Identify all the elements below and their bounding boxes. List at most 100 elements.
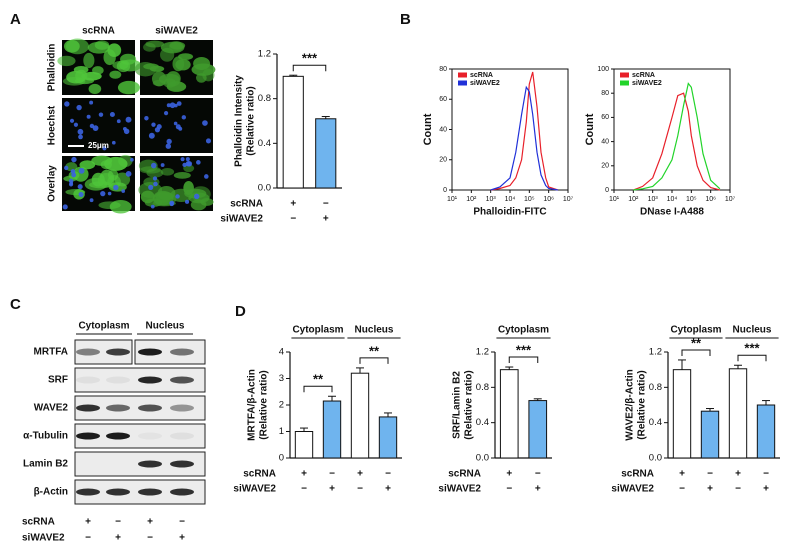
nucleus xyxy=(154,127,161,133)
band xyxy=(106,404,130,412)
condition-sign: − xyxy=(763,469,769,480)
condition-sign: + xyxy=(85,517,91,528)
panel-letter: C xyxy=(10,296,21,313)
band xyxy=(138,376,162,384)
panel-letter: A xyxy=(10,11,21,28)
cell xyxy=(88,83,102,95)
cell xyxy=(66,70,86,84)
series-line xyxy=(633,82,721,191)
x-tick-label: 10⁶ xyxy=(705,196,716,203)
nucleus xyxy=(169,102,176,109)
x-axis-label: Phalloidin-FITC xyxy=(473,207,546,218)
condition-sign: + xyxy=(290,199,296,210)
significance-bracket xyxy=(303,385,333,393)
bar xyxy=(700,410,720,459)
nucleus xyxy=(77,184,83,190)
x-tick-label: 10¹ xyxy=(447,196,458,203)
y-tick-label: 0 xyxy=(443,187,447,194)
row-label: β-Actin xyxy=(34,487,68,498)
significance-label: *** xyxy=(744,341,760,356)
nucleus xyxy=(69,181,74,186)
nucleus xyxy=(86,114,91,119)
y-tick-label: 1.2 xyxy=(476,347,489,358)
bar xyxy=(350,372,370,459)
nucleus xyxy=(125,116,132,123)
cell xyxy=(160,167,175,176)
condition-sign: − xyxy=(385,469,391,480)
condition-sign: − xyxy=(323,199,329,210)
legend-label: siWAVE2 xyxy=(470,80,500,87)
bar xyxy=(322,400,342,459)
y-tick-label: 0.0 xyxy=(476,453,489,464)
condition-name: scRNA xyxy=(230,199,263,210)
y-tick-label: 1.2 xyxy=(258,49,271,60)
band xyxy=(76,488,100,496)
nucleus xyxy=(205,138,212,144)
x-tick-label: 10⁷ xyxy=(725,196,736,203)
y-tick-label: 0.0 xyxy=(258,183,271,194)
nucleus xyxy=(144,116,149,121)
significance-label: ** xyxy=(691,335,702,350)
y-axis-label: Count xyxy=(584,113,596,145)
condition-name: scRNA xyxy=(621,469,654,480)
legend-swatch xyxy=(458,80,467,86)
nucleus xyxy=(175,194,180,199)
band xyxy=(76,432,100,440)
group-label: Nucleus xyxy=(355,325,394,336)
nucleus xyxy=(89,100,94,105)
nucleus xyxy=(73,122,79,127)
x-tick-label: 10⁴ xyxy=(505,196,516,203)
significance-label: *** xyxy=(516,342,532,357)
nucleus xyxy=(174,103,178,108)
nucleus xyxy=(78,191,84,197)
row-label: α-Tubulin xyxy=(23,431,68,442)
condition-sign: − xyxy=(290,214,296,225)
significance-bracket xyxy=(292,64,327,72)
cell xyxy=(109,200,132,214)
column-label: scRNA xyxy=(82,26,115,37)
nucleus xyxy=(165,143,172,149)
cell xyxy=(202,68,215,82)
group-label: Cytoplasm xyxy=(670,325,721,336)
band xyxy=(170,376,194,384)
micrograph xyxy=(138,156,214,211)
y-axis-label: WAVE2/β-Actin xyxy=(625,369,636,440)
y-tick-label: 0.8 xyxy=(258,93,271,104)
nucleus xyxy=(100,190,106,197)
nucleus xyxy=(204,174,209,179)
y-tick-label: 20 xyxy=(601,163,609,170)
condition-sign: − xyxy=(147,533,153,544)
condition-name: siWAVE2 xyxy=(220,214,263,225)
condition-sign: − xyxy=(735,484,741,495)
cell xyxy=(63,39,80,53)
condition-sign: − xyxy=(679,484,685,495)
band xyxy=(106,488,130,496)
cell xyxy=(57,55,76,67)
band xyxy=(138,432,162,440)
nucleus xyxy=(77,128,84,135)
bar xyxy=(528,400,548,459)
bar xyxy=(378,416,398,459)
nucleus xyxy=(78,134,83,140)
nucleus xyxy=(150,204,155,209)
plot-frame xyxy=(613,68,731,191)
band xyxy=(106,348,130,356)
bar xyxy=(315,118,337,189)
condition-name: scRNA xyxy=(448,469,481,480)
condition-sign: + xyxy=(301,469,307,480)
cell xyxy=(143,42,156,52)
micrograph xyxy=(62,98,135,153)
y-axis-label: Phalloidin Intensity xyxy=(234,75,245,167)
band xyxy=(170,460,194,468)
row-label: WAVE2 xyxy=(34,403,69,414)
significance-bracket xyxy=(737,354,767,362)
group-label: Cytoplasm xyxy=(292,325,343,336)
significance-bracket xyxy=(359,357,389,364)
x-tick-label: 10⁵ xyxy=(686,196,697,203)
bar xyxy=(672,369,692,459)
x-tick-label: 10³ xyxy=(486,196,497,203)
cell xyxy=(149,65,165,72)
condition-sign: − xyxy=(85,533,91,544)
y-axis-label: SRF/Lamin B2 xyxy=(452,371,463,439)
column-label: Nucleus xyxy=(146,321,185,332)
